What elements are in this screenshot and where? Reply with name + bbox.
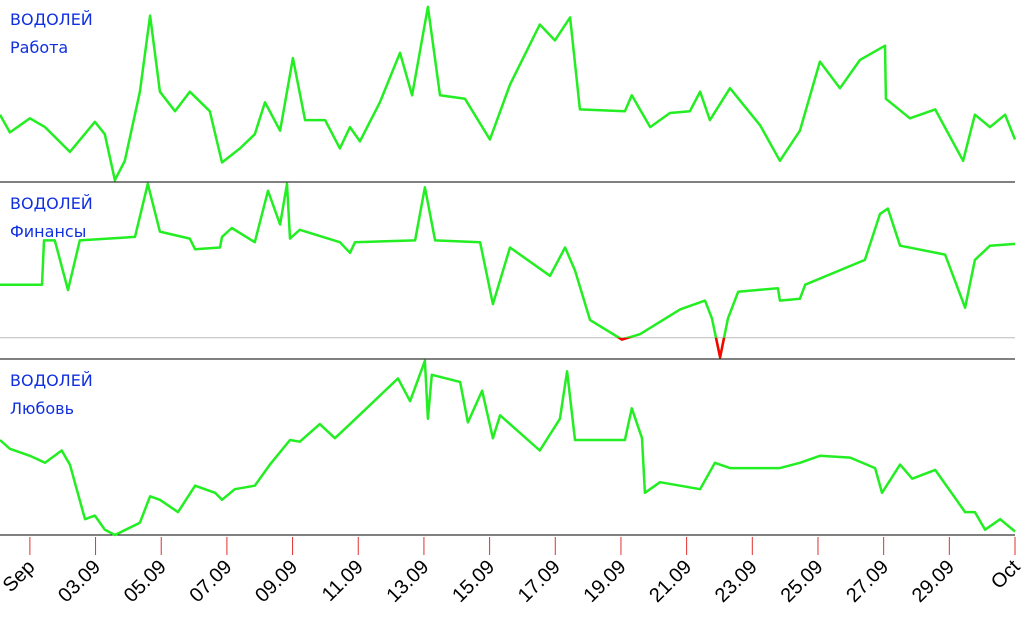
x-tick-label: 11.09 <box>318 556 368 606</box>
panel-subtitle: Финансы <box>10 222 86 241</box>
panel-subtitle: Любовь <box>10 399 74 418</box>
panel-subtitle: Работа <box>10 38 68 57</box>
x-tick-label: Oct <box>987 556 1024 594</box>
panel-title: ВОДОЛЕЙ <box>10 194 93 213</box>
x-tick-label: 03.09 <box>54 556 105 607</box>
series-line <box>0 359 1016 537</box>
series-line <box>0 5 1017 182</box>
x-tick-label: 29.09 <box>908 556 959 607</box>
x-tick-label: 19.09 <box>580 556 631 607</box>
x-tick-label: 09.09 <box>251 556 302 607</box>
panel-title: ВОДОЛЕЙ <box>10 371 93 390</box>
x-tick-label: 15.09 <box>448 556 499 607</box>
panel-title: ВОДОЛЕЙ <box>10 10 93 29</box>
x-tick-label: 07.09 <box>185 556 236 607</box>
x-tick-label: 27.09 <box>842 556 893 607</box>
x-tick-label: 05.09 <box>120 556 171 607</box>
series-line <box>0 182 1016 359</box>
x-tick-label: 25.09 <box>777 556 828 607</box>
x-tick-label: Sep <box>0 556 39 597</box>
x-tick-label: 17.09 <box>514 556 565 607</box>
x-tick-label: 21.09 <box>645 556 696 607</box>
below-threshold-line <box>616 337 726 359</box>
x-tick-label: 23.09 <box>711 556 762 607</box>
x-tick-label: 13.09 <box>383 556 434 607</box>
